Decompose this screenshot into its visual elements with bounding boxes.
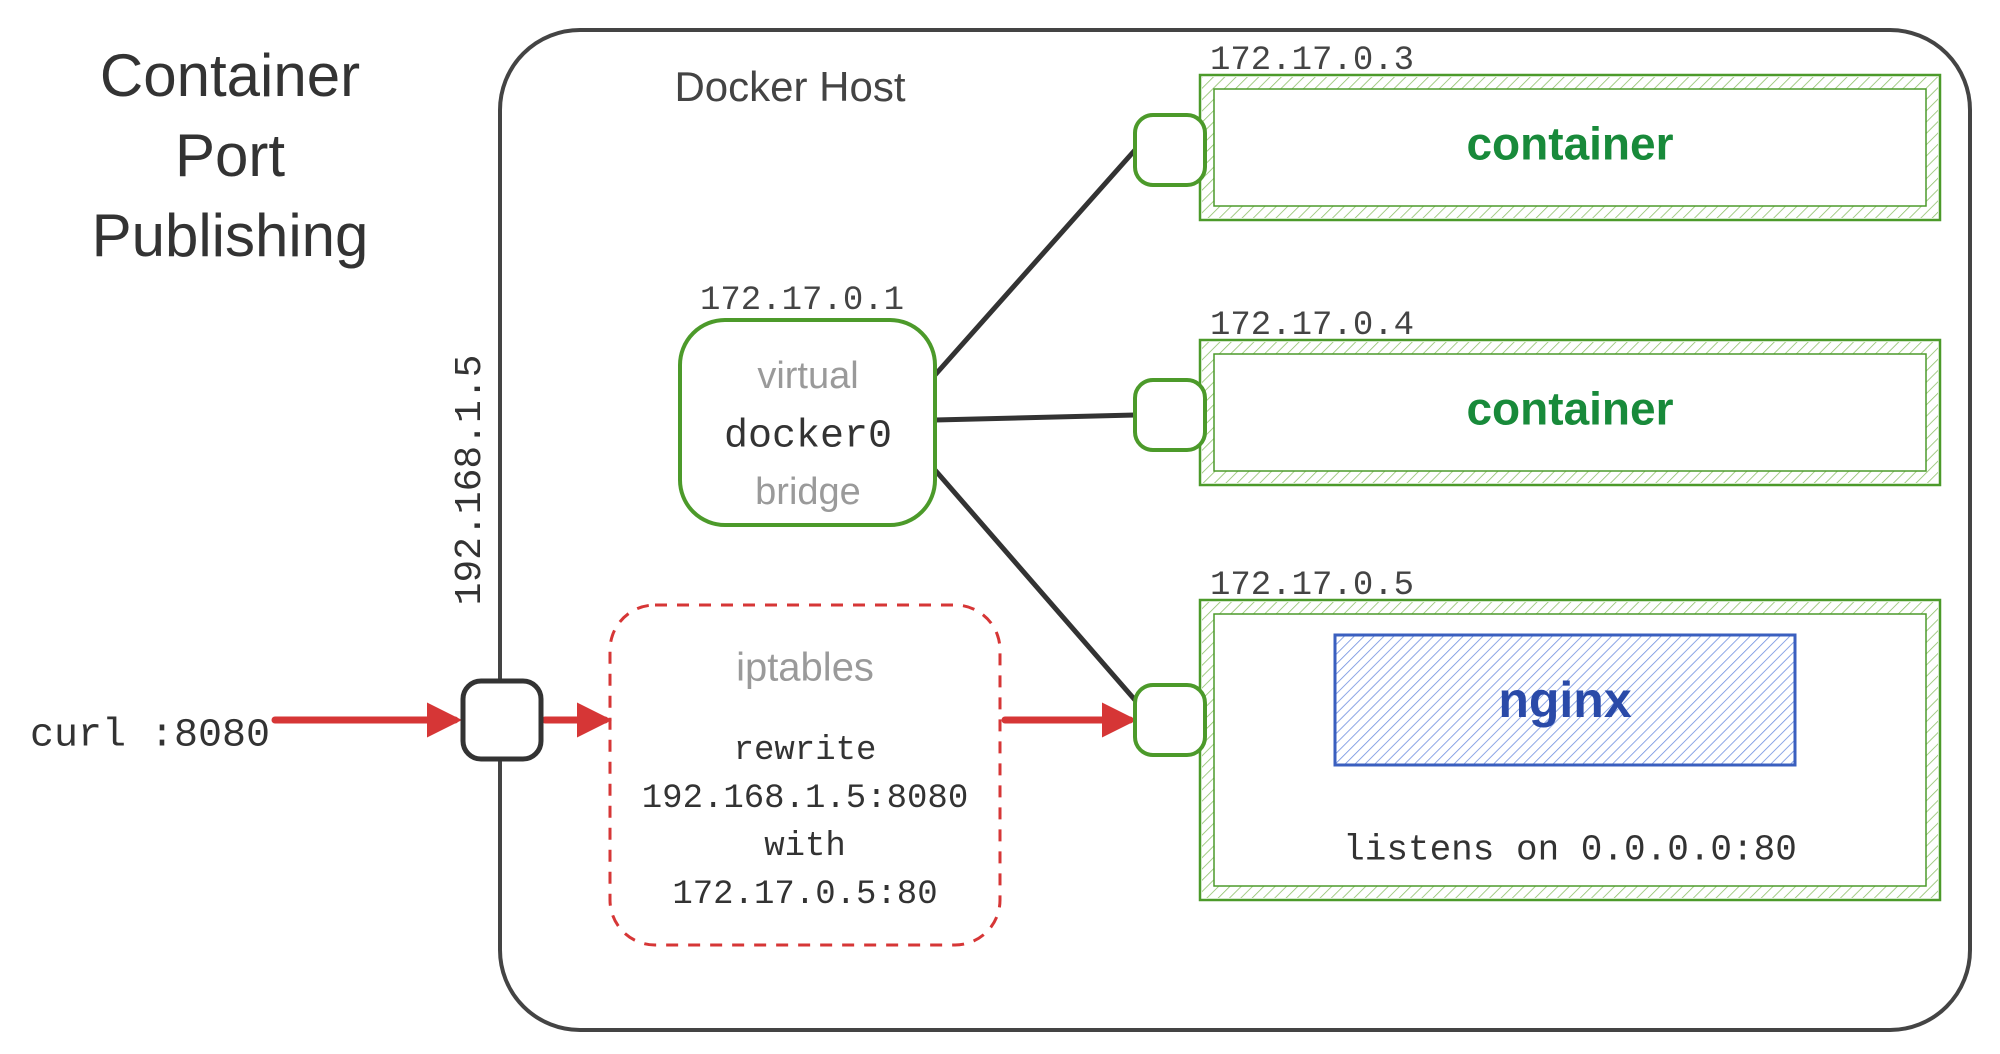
- container-label: container: [1466, 118, 1673, 170]
- svg-text:Publishing: Publishing: [92, 202, 369, 269]
- container-port-node: [1135, 115, 1205, 185]
- svg-text:virtual: virtual: [757, 355, 858, 397]
- svg-text:Docker Host: Docker Host: [674, 63, 905, 110]
- svg-text:Container: Container: [100, 42, 360, 109]
- nginx-label: nginx: [1498, 672, 1632, 728]
- bridge-node: virtual docker0 bridge: [680, 320, 935, 525]
- container-label: container: [1466, 383, 1673, 435]
- curl-label: curl :8080: [30, 714, 270, 759]
- svg-text:172.17.0.5:80: 172.17.0.5:80: [672, 876, 937, 914]
- svg-text:rewrite: rewrite: [734, 732, 877, 770]
- svg-text:192.168.1.5:8080: 192.168.1.5:8080: [642, 780, 968, 818]
- host-iface-node: [463, 681, 541, 759]
- svg-text:iptables: iptables: [736, 646, 874, 690]
- container-node: 172.17.0.5nginxlistens on 0.0.0.0:80: [1135, 567, 1940, 900]
- host-ip-label: 192.168.1.5: [449, 355, 492, 606]
- svg-text:with: with: [764, 828, 846, 866]
- bridge-ip-label: 172.17.0.1: [700, 282, 904, 320]
- container-port-node: [1135, 685, 1205, 755]
- svg-text:Port: Port: [175, 122, 285, 189]
- container-port-node: [1135, 380, 1205, 450]
- svg-text:docker0: docker0: [724, 415, 892, 460]
- listens-label: listens on 0.0.0.0:80: [1343, 830, 1797, 871]
- svg-text:bridge: bridge: [755, 471, 861, 513]
- svg-text:192.168.1.5: 192.168.1.5: [449, 355, 492, 606]
